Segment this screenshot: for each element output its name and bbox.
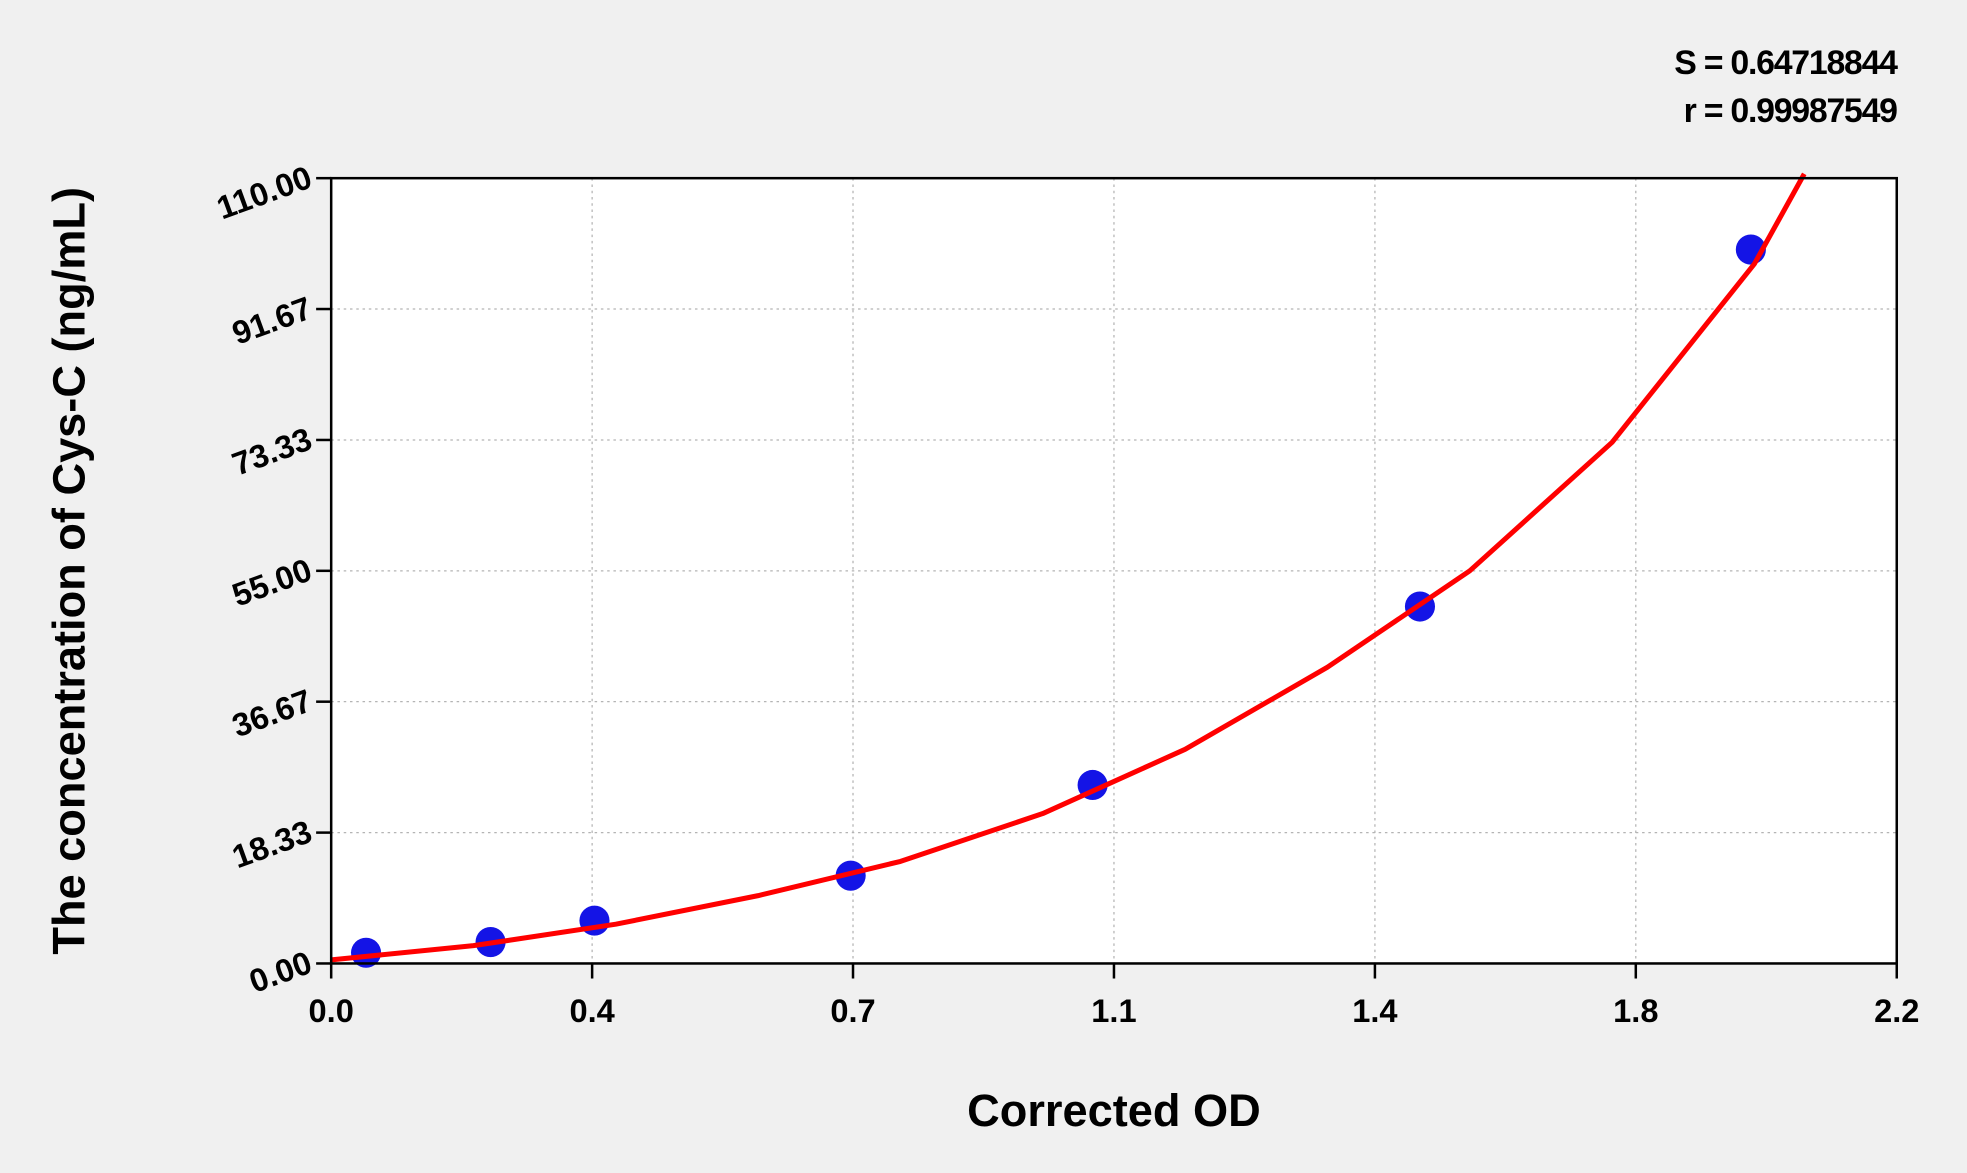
x-tick-label: 0.0 (309, 992, 354, 1029)
marks (330, 172, 1807, 968)
x-tick-label: 0.4 (569, 992, 614, 1029)
x-tick-label: 1.1 (1091, 992, 1136, 1029)
x-tick-label: 2.2 (1874, 992, 1919, 1029)
x-tick-label: 0.7 (830, 992, 875, 1029)
annotation: r = 0.99987549 (1684, 92, 1898, 130)
x-axis-title: Corrected OD (967, 1085, 1261, 1136)
x-tick-label: 1.8 (1613, 992, 1658, 1029)
y-axis-title: The concentration of Cys-C (ng/mL) (44, 187, 95, 955)
annotation: S = 0.64718844 (1674, 44, 1898, 82)
x-tick-label: 1.4 (1352, 992, 1397, 1029)
fit-curve (330, 172, 1807, 963)
data-point (350, 937, 382, 968)
